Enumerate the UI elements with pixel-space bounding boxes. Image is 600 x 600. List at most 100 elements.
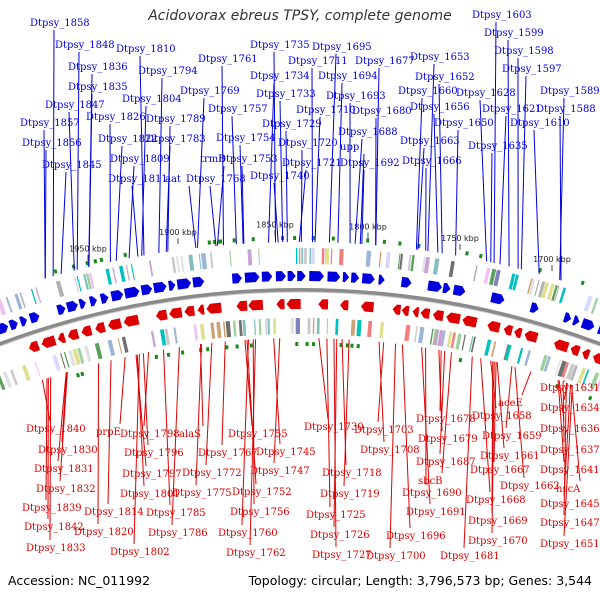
cog-band-plus-outer [247,249,253,266]
minus-gene-label: Dtpsy_1830 [38,445,98,456]
cog-band-plus-outer [421,256,426,273]
plus-leader-line [533,129,540,275]
plus-gene-label: Dtpsy_1826 [86,112,146,123]
plus-gene-label: Dtpsy_1599 [484,28,544,39]
cog-band-minus-inner [238,320,243,337]
plus-gene-arrow [88,296,97,307]
cog-band-minus-inner [307,318,311,335]
plus-gene-arrow [110,289,124,302]
minus-gene-arrow [582,349,591,360]
plus-leader-line [375,67,380,246]
cog-band-plus-outer [176,256,180,273]
cog-band-plus-outer [258,248,260,265]
minus-gene-label: Dtpsy_1796 [124,448,184,459]
cog-band-plus-outer [55,280,65,298]
minus-gene-label: Dtpsy_1772 [182,468,242,479]
feature-mark-inner [249,343,253,348]
cog-band-minus-inner [326,318,329,335]
cog-band-plus-outer [180,255,185,272]
genome-summary: Topology: circular; Length: 3,796,573 bp… [248,573,592,588]
cog-band-minus-inner [84,345,92,362]
cog-band-minus-inner [290,318,294,335]
plus-gene-arrow [342,272,350,283]
minus-gene-arrow [286,298,301,310]
cog-band-minus-inner [455,333,462,350]
cog-band-plus-outer [35,287,42,303]
plus-gene-arrow [153,281,167,294]
minus-gene-label: Dtpsy_1814 [84,507,144,518]
minus-gene-arrow [318,299,329,310]
minus-gene-label: Dtpsy_1636 [540,424,600,435]
minus-leader-line [557,380,565,463]
minus-leader-line [343,339,350,487]
plus-leader-line [209,185,217,246]
cog-band-plus-outer [528,278,536,295]
minus-leader-line [205,342,213,466]
minus-gene-label: Dtpsy_1690 [402,488,462,499]
cog-band-plus-outer [30,288,37,305]
cog-band-plus-outer [125,264,130,281]
cog-band-minus-inner [335,318,339,335]
plus-leader-line [239,144,244,244]
plus-gene-arrow [572,315,580,326]
plus-gene-label: Dtpsy_1733 [256,89,316,100]
cog-band-plus-outer [385,252,391,269]
plus-leader-line [285,130,288,243]
plus-leader-line [438,83,443,254]
minus-leader-line [135,354,147,467]
minus-gene-label: Dtpsy_1842 [24,522,84,533]
plus-gene-label: Dtpsy_1856 [22,138,82,149]
minus-gene-label: sbcB [418,476,442,487]
minus-gene-label: Dtpsy_1760 [218,528,278,539]
minus-gene-label: Dtpsy_1833 [26,543,86,554]
cog-band-minus-inner [117,337,123,354]
plus-leader-line [128,165,135,259]
cog-band-minus-inner [350,319,356,336]
cog-band-minus-inner [379,321,385,339]
feature-mark-inner [311,342,316,347]
cog-band-minus-inner [316,318,320,335]
plus-gene-arrow [123,286,140,299]
plus-gene-label: Dtpsy_1822 [98,134,158,145]
minus-leader-line [136,354,145,487]
cog-band-minus-inner [468,335,474,352]
plus-leader-line [131,185,139,257]
cog-band-plus-outer [583,295,593,312]
backbone-rings [0,288,600,347]
cog-band-plus-outer [448,260,455,278]
cog-band-minus-inner [258,318,262,335]
plus-gene-label: Dtpsy_1735 [250,40,310,51]
cog-band-minus-inner [470,336,476,353]
plus-gene-label: Dtpsy_1783 [146,134,206,145]
minus-gene-arrow [108,318,122,331]
minus-gene-label: Dtpsy_1725 [306,510,366,521]
plus-leader-line [559,115,562,281]
cog-band-plus-outer [19,292,26,308]
scale-tick-label: 1900 kbp [159,228,197,237]
cog-band-plus-outer [554,285,560,302]
plus-leader-line [359,153,365,245]
minus-leader-line [318,338,329,420]
plus-gene-label: Dtpsy_1754 [216,133,276,144]
plus-gene-label: Dtpsy_1757 [208,104,268,115]
plus-gene-arrow [19,316,27,327]
minus-gene-label: Dtpsy_1670 [468,536,528,547]
feature-mark-inner [458,357,463,363]
feature-mark-outer [232,238,236,243]
plus-gene-arrow [261,271,273,282]
cog-band-minus-inner [94,342,103,360]
plus-leader-line [76,51,80,270]
feature-mark-outer [382,239,387,245]
minus-gene-label: Dtpsy_1708 [360,445,420,456]
cog-band-minus-inner [437,329,444,347]
minus-gene-arrow [420,308,431,319]
plus-gene-label: Dtpsy_1666 [402,156,462,167]
minus-leader-line [221,341,226,446]
cog-band-minus-inner [312,318,315,335]
plus-gene-label: Dtpsy_1610 [510,118,570,129]
plus-gene-arrow [529,302,539,313]
minus-gene-label: Dtpsy_1687 [416,457,476,468]
minus-leader-line [480,358,491,493]
minus-gene-arrow [593,353,600,366]
plus-gene-label: Dtpsy_1692 [340,158,400,169]
